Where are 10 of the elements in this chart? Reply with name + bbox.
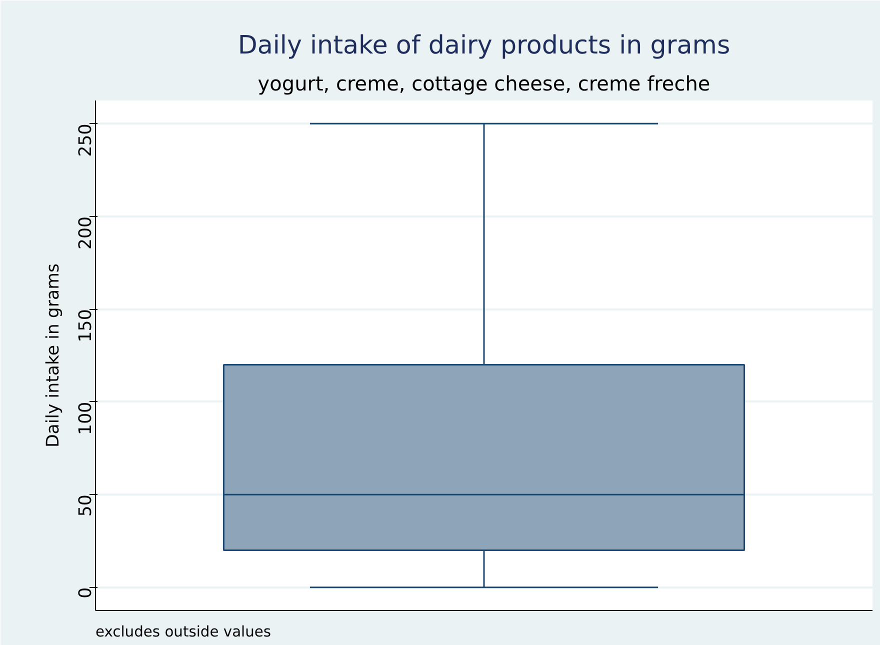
text: excludes outside values <box>96 624 272 640</box>
y-tick-label: 0 <box>76 587 96 598</box>
y-tick-label: 50 <box>76 494 96 517</box>
y-tick-label: 150 <box>76 309 96 342</box>
chart-title: Daily intake of dairy products in grams <box>238 30 730 60</box>
y-tick-label: 200 <box>76 216 96 250</box>
y-axis-title: Daily intake in grams <box>44 263 64 448</box>
chart-subtitle: yogurt, creme, cottage cheese, creme freche <box>258 72 710 96</box>
y-tick-label: 250 <box>76 124 96 157</box>
y-tick-label: 100 <box>76 402 96 435</box>
